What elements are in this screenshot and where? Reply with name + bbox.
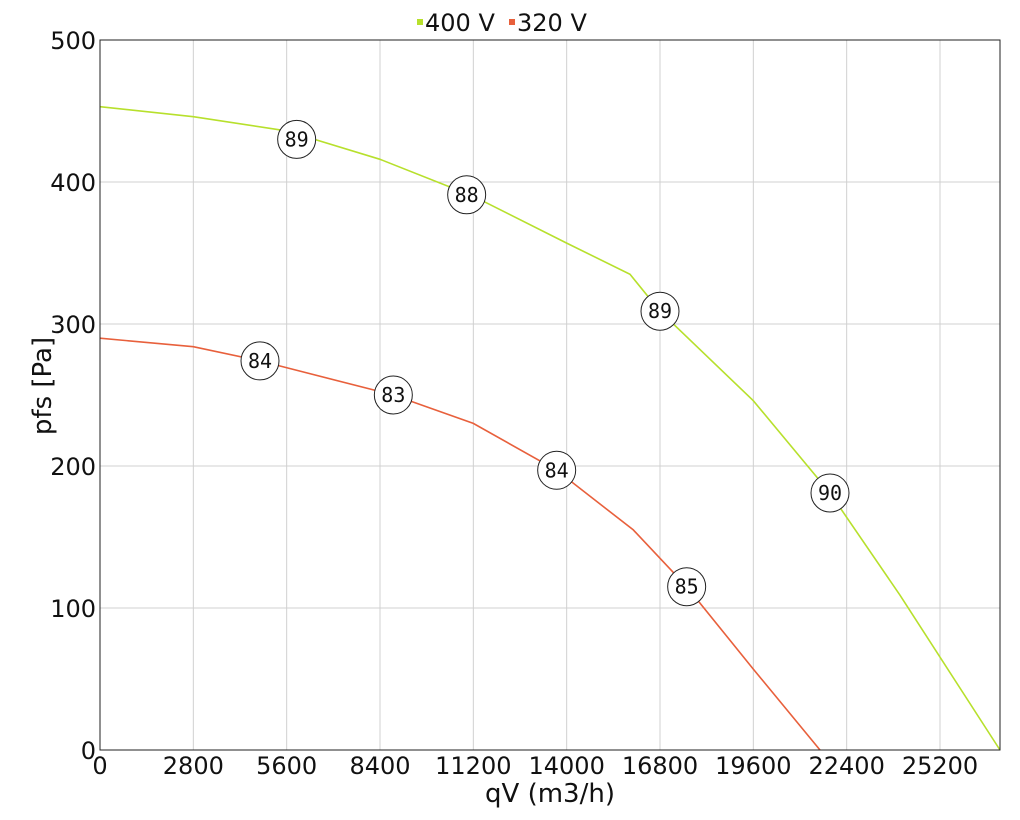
- x-tick-label: 22400: [808, 752, 884, 780]
- tick-labels-layer: 0 2800 5600 8400 11200 14000 16800 19600 22400 25…: [50, 27, 978, 780]
- efficiency-label: 89: [648, 299, 672, 323]
- efficiency-marker: [447, 175, 487, 215]
- y-tick-label: 400: [50, 169, 96, 197]
- x-tick-label: 2800: [163, 752, 224, 780]
- efficiency-marker: [373, 375, 413, 415]
- efficiency-marker: [640, 291, 680, 331]
- x-tick-label: 14000: [528, 752, 604, 780]
- grid-layer: [100, 39, 1000, 750]
- series-layer: [99, 105, 1001, 751]
- y-tick-label: 200: [50, 453, 96, 481]
- y-axis-title: pfs [Pa]: [28, 337, 58, 435]
- x-tick-label: 0: [92, 752, 107, 780]
- y-tick-label: 100: [50, 595, 96, 623]
- series-line-0: [99, 105, 1001, 751]
- legend-label-320v: 320 V: [517, 9, 587, 37]
- x-tick-label: 25200: [902, 752, 978, 780]
- efficiency-label: 88: [455, 183, 479, 207]
- efficiency-marker: [537, 450, 577, 490]
- legend-swatch-320v: [509, 19, 515, 25]
- legend-swatch-400v: [417, 19, 423, 25]
- x-tick-label: 19600: [715, 752, 791, 780]
- y-tick-label: 500: [50, 27, 96, 55]
- efficiency-label: 85: [675, 575, 699, 599]
- series-line-1: [99, 337, 821, 751]
- efficiency-marker: [277, 119, 317, 159]
- efficiency-label: 84: [248, 349, 272, 373]
- point-labels-layer: 89 88 89 90 84 83 84 85: [240, 119, 850, 607]
- efficiency-marker: [667, 567, 707, 607]
- efficiency-label: 84: [545, 458, 569, 482]
- y-tick-label: 0: [81, 737, 96, 765]
- x-tick-label: 8400: [349, 752, 410, 780]
- legend: 400 V 320 V: [417, 9, 587, 37]
- efficiency-label: 90: [818, 481, 842, 505]
- efficiency-marker: [240, 341, 280, 381]
- x-axis-title: qV (m3/h): [485, 779, 615, 809]
- legend-label-400v: 400 V: [425, 9, 495, 37]
- efficiency-marker: [810, 473, 850, 513]
- plot-frame: [99, 39, 1001, 751]
- x-tick-label: 5600: [256, 752, 317, 780]
- y-tick-label: 300: [50, 311, 96, 339]
- x-tick-label: 16800: [622, 752, 698, 780]
- x-tick-label: 11200: [435, 752, 511, 780]
- efficiency-label: 83: [381, 383, 405, 407]
- efficiency-label: 89: [285, 127, 309, 151]
